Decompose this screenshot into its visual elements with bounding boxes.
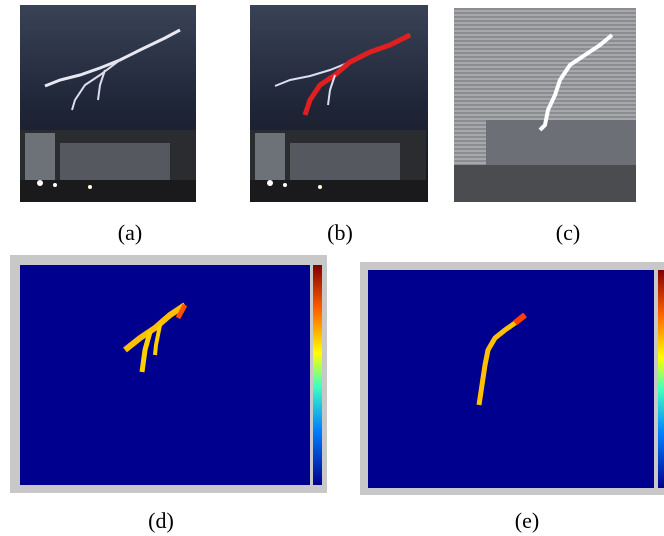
panel-e [360,262,664,495]
panel-d [10,255,327,493]
colorbar [313,265,322,485]
caption: (d) [148,508,174,533]
panel-c [454,8,636,202]
panel-b [250,5,428,202]
figure: (a) (b) (c) (d) (e) [0,0,664,536]
caption: (a) [118,220,142,245]
colorbar [658,270,664,488]
panel-a [20,5,196,202]
caption: (b) [327,220,353,245]
caption: (c) [556,220,580,245]
heatmap [20,265,310,485]
heatmap [368,270,654,488]
caption: (e) [515,508,539,533]
